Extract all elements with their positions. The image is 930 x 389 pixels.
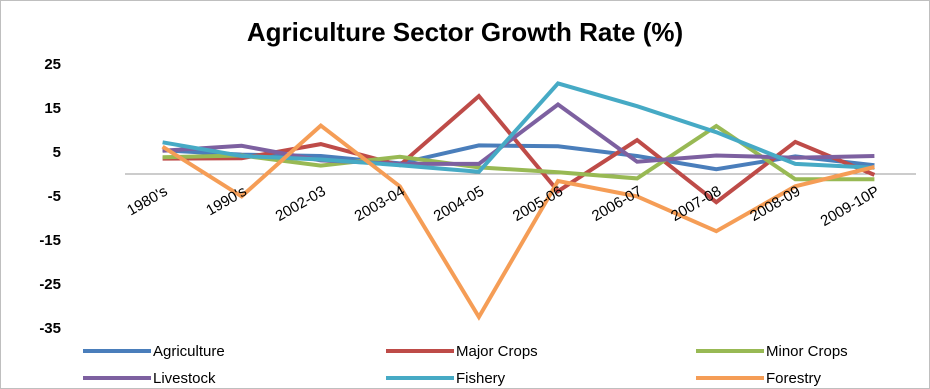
series-line-forestry — [161, 123, 875, 321]
legend-label-livestock: Livestock — [153, 370, 216, 387]
y-tick-label: -5 — [48, 188, 61, 205]
series-line-livestock — [162, 102, 875, 166]
legend-label-fishery: Fishery — [456, 370, 506, 387]
series-line-fishery — [162, 81, 875, 174]
series-lines — [161, 81, 876, 321]
legend-label-minor-crops: Minor Crops — [766, 343, 848, 360]
legend-label-major-crops: Major Crops — [456, 343, 538, 360]
x-tick-label: 2004-05 — [431, 183, 487, 225]
x-tick-label: 2003-04 — [352, 183, 408, 225]
x-tick-label: 2009-10P — [818, 183, 883, 230]
chart-title: Agriculture Sector Growth Rate (%) — [247, 17, 683, 47]
y-axis: 25 15 5 -5 -15 -25 -35 — [39, 56, 61, 337]
x-axis: 1980's 1990's 2002-03 2003-04 2004-05 2005-06… — [124, 183, 882, 230]
y-tick-label: -15 — [39, 232, 61, 249]
x-tick-label: 2002-03 — [273, 183, 329, 225]
legend-label-forestry: Forestry — [766, 370, 822, 387]
x-tick-label: 1980's — [124, 183, 170, 220]
y-tick-label: -25 — [39, 276, 61, 293]
y-tick-label: 25 — [44, 56, 61, 73]
legend-label-agriculture: Agriculture — [153, 343, 225, 360]
legend: Agriculture Major Crops Minor Crops Livesto… — [83, 343, 848, 387]
y-tick-label: 5 — [53, 144, 61, 161]
x-tick-label: 2008-09 — [747, 183, 803, 225]
y-tick-label: 15 — [44, 100, 61, 117]
y-tick-label: -35 — [39, 320, 61, 337]
